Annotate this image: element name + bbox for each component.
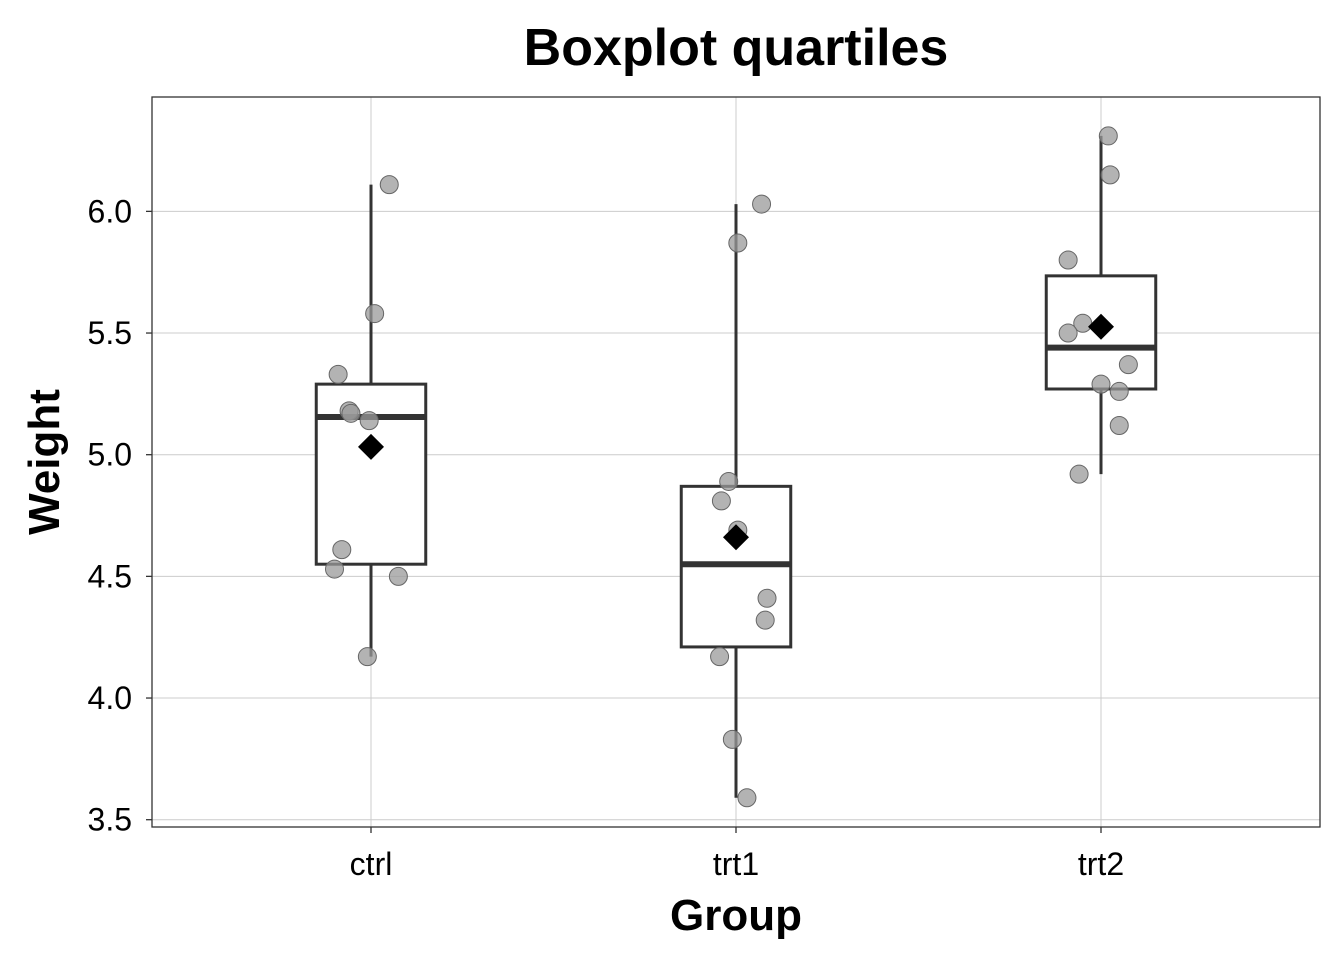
- x-axis-title: Group: [670, 891, 802, 940]
- x-tick-label: trt2: [1078, 846, 1124, 882]
- y-tick-label: 6.0: [88, 193, 132, 229]
- data-point: [332, 540, 352, 560]
- y-axis-title: Weight: [20, 389, 69, 535]
- data-point: [388, 566, 408, 586]
- x-tick-label: trt1: [713, 846, 759, 882]
- data-point: [755, 610, 775, 630]
- data-point: [711, 491, 731, 511]
- data-point: [722, 729, 742, 749]
- mean-marker: [1088, 313, 1114, 340]
- y-tick-label: 5.0: [88, 437, 132, 473]
- interquartile-box: [314, 382, 428, 566]
- mean-marker: [723, 524, 749, 551]
- data-point: [757, 588, 777, 608]
- mean-marker: [358, 433, 384, 460]
- data-point: [325, 559, 344, 579]
- data-point: [328, 364, 348, 384]
- plot-area: [314, 126, 1158, 808]
- data-point: [710, 647, 730, 667]
- box-group-trt2: [1044, 126, 1158, 484]
- data-point: [365, 304, 385, 324]
- data-point: [1069, 464, 1089, 484]
- data-point: [357, 647, 377, 667]
- data-point: [1109, 381, 1129, 401]
- axes: 3.5 4.0 4.5 5.0 5.5 6.0 ctrl trt1 trt2: [88, 193, 1125, 882]
- box-group-trt1: [679, 194, 793, 808]
- data-point: [737, 788, 757, 808]
- y-tick-label: 4.5: [88, 558, 132, 594]
- data-point: [359, 411, 379, 431]
- data-point: [341, 403, 361, 423]
- data-point: [1100, 165, 1120, 185]
- data-point: [752, 194, 772, 214]
- box-group-ctrl: [314, 175, 428, 667]
- data-point: [1058, 323, 1078, 343]
- data-point: [379, 175, 399, 195]
- chart-title: Boxplot quartiles: [524, 19, 949, 77]
- data-point: [1098, 126, 1118, 146]
- data-point: [1118, 355, 1138, 375]
- data-point: [1109, 416, 1129, 435]
- y-tick-label: 4.0: [88, 680, 132, 716]
- data-point: [1058, 250, 1078, 270]
- data-point: [1091, 374, 1111, 394]
- y-tick-label: 5.5: [88, 315, 132, 351]
- data-point: [728, 233, 748, 253]
- data-point: [719, 471, 739, 491]
- y-tick-label: 3.5: [88, 802, 132, 838]
- x-tick-label: ctrl: [350, 846, 393, 882]
